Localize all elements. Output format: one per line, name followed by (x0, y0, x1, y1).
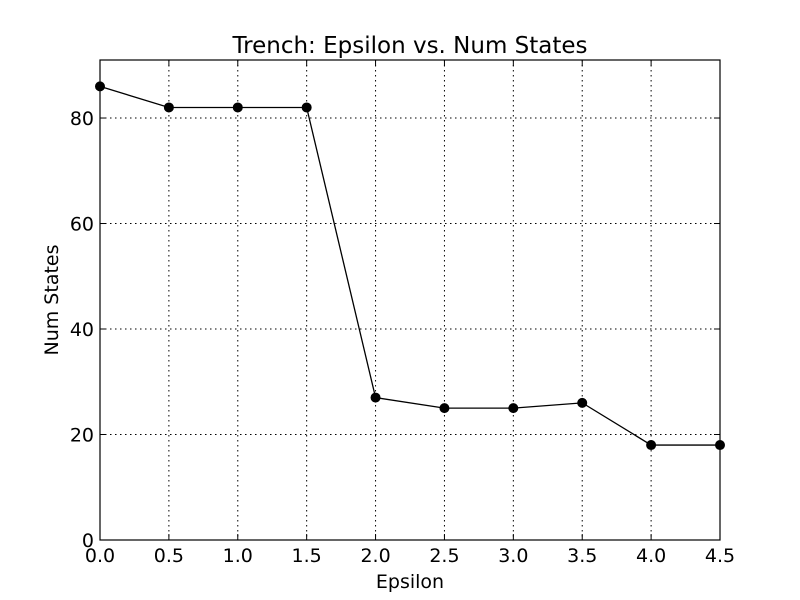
x-tick-label: 4.0 (636, 545, 666, 567)
plot-area-frame (99, 59, 721, 541)
data-point (508, 403, 519, 414)
y-tick-label: 60 (70, 214, 94, 236)
data-point (301, 102, 312, 113)
x-tick-label: 4.5 (705, 545, 735, 567)
series-line (99, 85, 720, 446)
tick-layer: 0.0 0.5 1.0 1.5 2.0 2.5 3.0 3.5 4.0 4.5 0 20 40 60 80 (70, 60, 735, 567)
y-tick-label: 0 (82, 530, 94, 552)
x-tick-label: 1.0 (223, 545, 253, 567)
x-tick-label: 0.5 (154, 545, 184, 567)
chart-title: Trench: Epsilon vs. Num States (231, 33, 587, 59)
data-point (95, 81, 105, 92)
y-tick-label: 20 (70, 425, 94, 447)
x-tick-label: 3.5 (567, 545, 597, 567)
data-point (163, 102, 174, 113)
y-axis-label: Num States (41, 245, 63, 356)
y-tick-label: 40 (70, 319, 94, 341)
data-point (439, 403, 450, 414)
data-point (577, 397, 588, 408)
data-point (646, 440, 657, 451)
y-tick-label: 80 (70, 108, 94, 130)
data-point (232, 102, 243, 113)
x-tick-label: 2.5 (429, 545, 459, 567)
x-axis-label: Epsilon (376, 571, 444, 593)
data-point (370, 392, 381, 403)
x-tick-label: 3.0 (498, 545, 528, 567)
grid-layer (99, 60, 721, 541)
data-point (715, 440, 725, 451)
x-tick-label: 0.0 (85, 545, 115, 567)
x-tick-label: 1.5 (292, 545, 322, 567)
series-layer (95, 81, 725, 451)
x-tick-label: 2.0 (360, 545, 390, 567)
